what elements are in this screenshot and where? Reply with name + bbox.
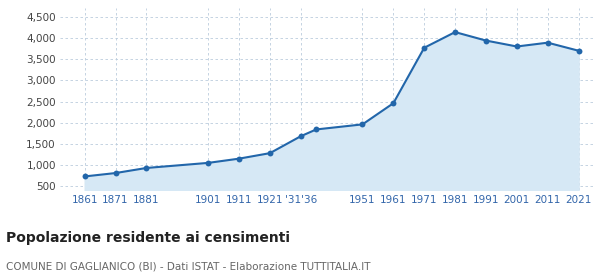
Point	[574, 48, 583, 53]
Text: Popolazione residente ai censimenti: Popolazione residente ai censimenti	[6, 231, 290, 245]
Point	[543, 40, 553, 45]
Point	[80, 174, 89, 179]
Point	[450, 30, 460, 34]
Point	[358, 122, 367, 127]
Point	[142, 166, 151, 170]
Point	[265, 151, 275, 155]
Point	[419, 46, 429, 50]
Point	[111, 171, 121, 175]
Text: COMUNE DI GAGLIANICO (BI) - Dati ISTAT - Elaborazione TUTTITALIA.IT: COMUNE DI GAGLIANICO (BI) - Dati ISTAT -…	[6, 262, 371, 272]
Point	[512, 44, 521, 49]
Point	[481, 38, 491, 43]
Point	[389, 101, 398, 106]
Point	[311, 127, 321, 132]
Point	[234, 157, 244, 161]
Point	[296, 134, 305, 139]
Point	[203, 161, 213, 165]
